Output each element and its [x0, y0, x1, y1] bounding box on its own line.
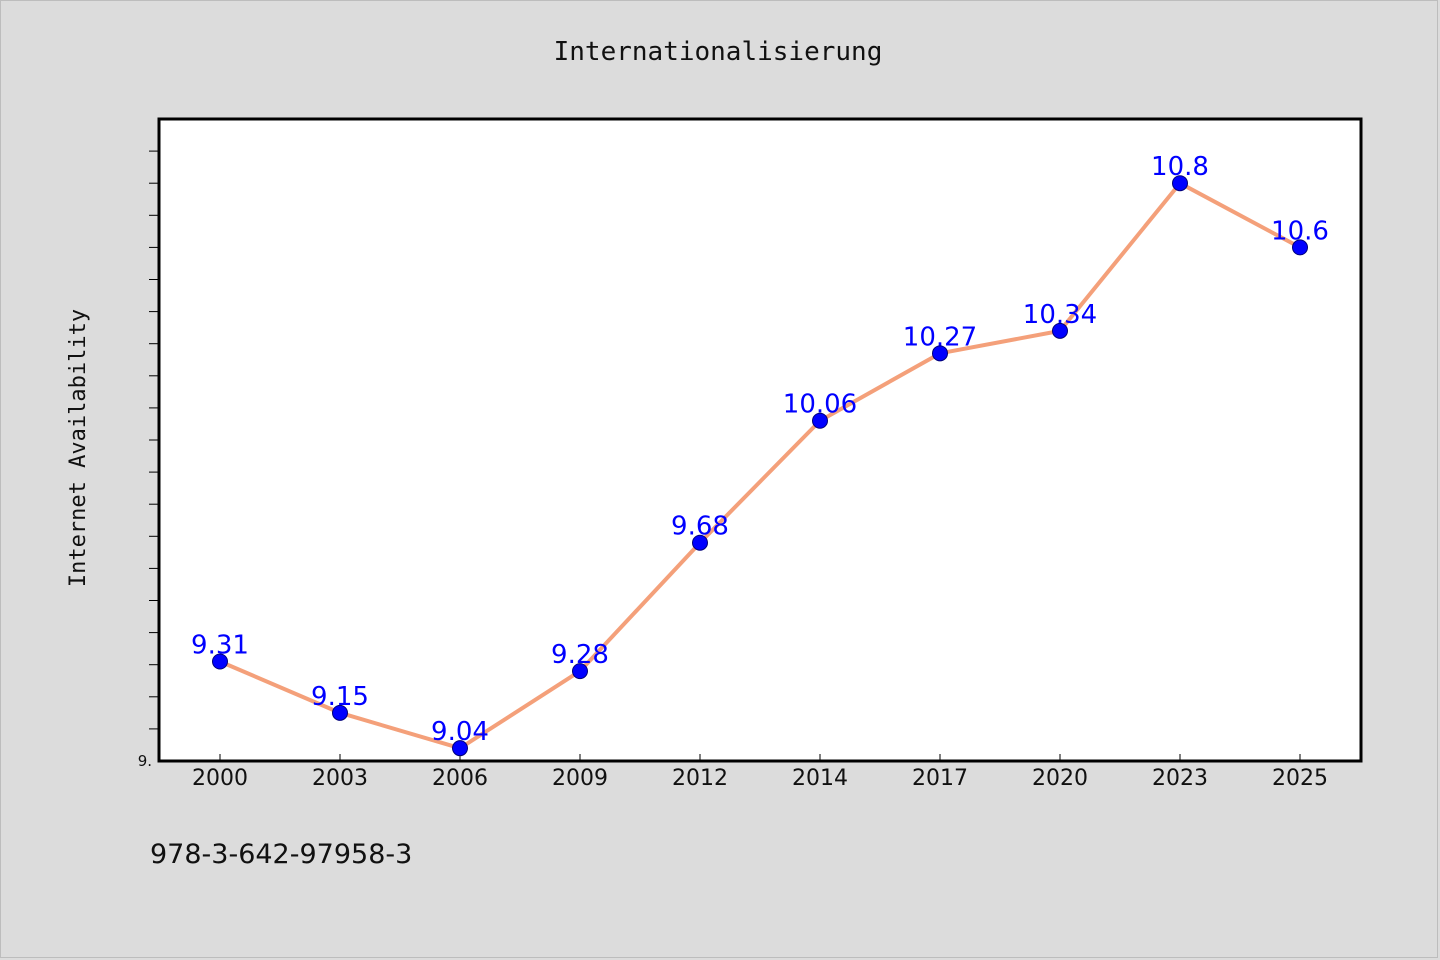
data-point — [1172, 175, 1188, 192]
data-label: 9.68 — [671, 512, 729, 542]
x-tick-label: 2009 — [552, 766, 608, 791]
data-label: 10.6 — [1271, 216, 1329, 246]
data-label: 9.31 — [191, 630, 249, 660]
x-tick-label: 2003 — [312, 766, 368, 791]
data-label: 9.04 — [431, 717, 489, 747]
x-tick-label: 2020 — [1032, 766, 1088, 791]
plot-area — [159, 119, 1361, 761]
data-label: 10.34 — [1023, 300, 1097, 330]
data-point — [1052, 322, 1068, 339]
data-labels: 9.31 9.15 9.04 9.28 9.68 10.06 10.27 10.34 10.8 1… — [191, 152, 1329, 747]
x-tick-label: 2023 — [1152, 766, 1208, 791]
data-point — [332, 704, 348, 721]
data-point — [1292, 239, 1308, 256]
data-points — [212, 175, 1308, 757]
data-point — [932, 345, 948, 362]
data-point — [572, 663, 588, 680]
data-label: 9.15 — [311, 682, 369, 712]
y-axis-label: Internet Availability — [66, 309, 91, 587]
data-point — [812, 412, 828, 429]
data-label: 10.8 — [1151, 152, 1209, 182]
x-tick-label: 2012 — [672, 766, 728, 791]
x-tick-label: 2000 — [192, 766, 248, 791]
x-tick-label: 2014 — [792, 766, 848, 791]
x-axis-ticks: 2000 2003 2006 2009 2012 2014 2017 2020 2023 2025 — [192, 754, 1328, 791]
y-axis-ticks: 9. — [138, 150, 158, 770]
x-tick-label: 2017 — [912, 766, 968, 791]
chart-title: Internationalisierung — [554, 37, 883, 67]
y-tick-label: 9. — [138, 752, 152, 770]
data-label: 10.27 — [903, 322, 977, 352]
isbn-footer: 978-3-642-97958-3 — [150, 839, 412, 870]
data-label: 9.28 — [551, 640, 609, 670]
data-point — [212, 653, 228, 670]
data-point — [452, 740, 468, 757]
data-point — [692, 534, 708, 551]
series-line — [218, 181, 1302, 751]
data-label: 10.06 — [783, 390, 857, 420]
x-tick-label: 2006 — [432, 766, 488, 791]
x-tick-label: 2025 — [1272, 766, 1328, 791]
plot-border — [157, 117, 1363, 763]
